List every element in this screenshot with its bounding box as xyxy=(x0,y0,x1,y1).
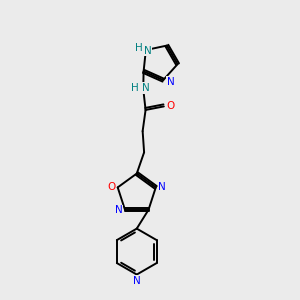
Text: O: O xyxy=(107,182,116,192)
Text: O: O xyxy=(166,101,174,111)
Text: N: N xyxy=(133,276,141,286)
Text: H: H xyxy=(135,43,142,53)
Text: H: H xyxy=(131,83,139,93)
Text: N: N xyxy=(144,46,152,56)
Text: N: N xyxy=(158,182,166,192)
Text: N: N xyxy=(115,206,122,215)
Text: N: N xyxy=(142,83,149,93)
Text: N: N xyxy=(167,76,175,87)
